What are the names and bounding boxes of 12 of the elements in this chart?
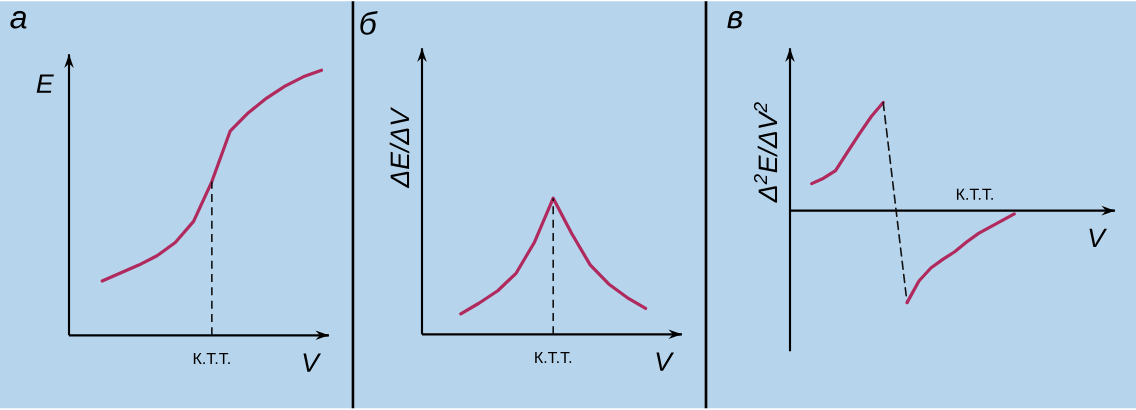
annotation: К.Т.Т. [956, 188, 993, 200]
y-axis-title: ΔE/ΔV [389, 107, 410, 189]
y-axis-title: E [36, 74, 54, 93]
text: К.Т.Т. [535, 352, 572, 364]
y-axis-title: Δ$^{2}$E/ΔV$^{2}$ [753, 102, 778, 203]
text: К.Т.Т. [193, 353, 230, 365]
x-axis-title: V [303, 353, 322, 372]
chart-title: а [10, 11, 27, 29]
chart-title: б [360, 11, 378, 35]
x-axis-title: V [656, 352, 675, 371]
chart-title: в [727, 11, 743, 29]
x-axis-title: V [1089, 228, 1108, 248]
